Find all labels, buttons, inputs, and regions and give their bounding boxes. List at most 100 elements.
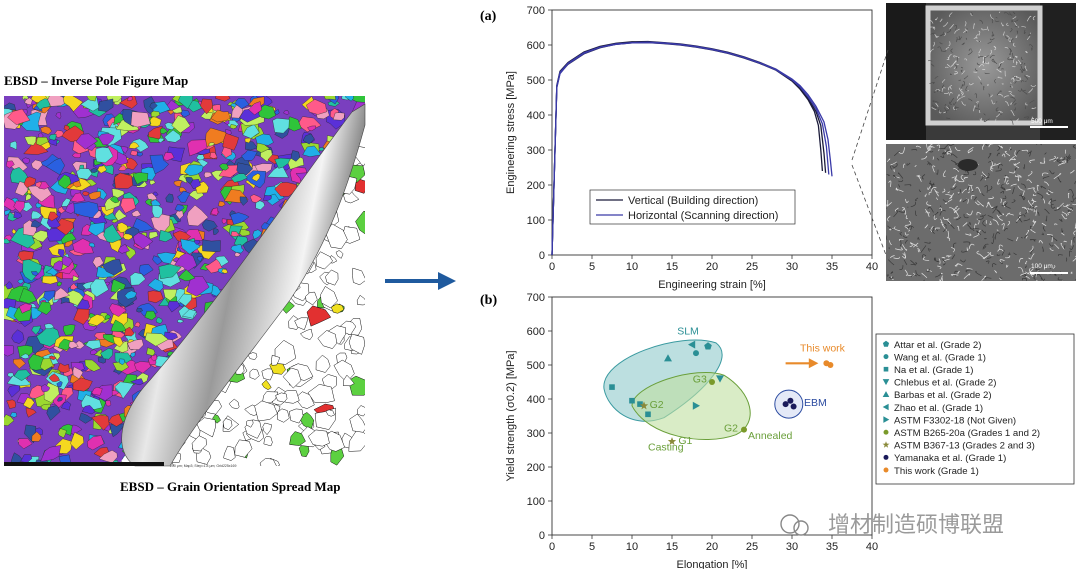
chart-a-y-tick-label: 700 bbox=[527, 5, 545, 17]
chart-a: (a) 0 5 10 15 20 25 30 35 4001002003004005006007… bbox=[480, 5, 878, 291]
chart-a-x-tick-label: 30 bbox=[786, 261, 798, 273]
chart-b-x-tick-label: 5 bbox=[589, 541, 595, 553]
watermark-text: 增材制造硕博联盟 bbox=[828, 513, 1004, 538]
chart-b-x-tick-label: 25 bbox=[746, 541, 758, 553]
casting-label: Casting bbox=[648, 442, 684, 454]
sem-bottom-image bbox=[886, 144, 1076, 281]
this-work-label: This work bbox=[800, 342, 846, 354]
g2-right-label: G2 bbox=[724, 422, 738, 434]
legend-b-label-11: This work (Grade 1) bbox=[894, 466, 979, 477]
chart-b-y-axis-label: Yield strength (σ0.2) [MPa] bbox=[505, 350, 517, 481]
chart-b-point-11 bbox=[827, 362, 834, 368]
g3-label: G3 bbox=[693, 374, 707, 386]
legend-b-marker-7 bbox=[883, 416, 890, 423]
chart-b-point-3 bbox=[609, 384, 615, 390]
chart-b-x-tick-label: 40 bbox=[866, 541, 878, 553]
chart-b-point-6 bbox=[688, 340, 696, 349]
zoom-guide-bottom bbox=[851, 164, 887, 256]
chart-b-x-tick-label: 15 bbox=[666, 541, 678, 553]
ebsd-scale-bar bbox=[4, 462, 164, 466]
chart-a-y-tick-label: 200 bbox=[527, 180, 545, 192]
zoom-guide-top bbox=[851, 49, 889, 161]
chart-b-y-tick-label: 400 bbox=[527, 394, 545, 406]
chart-a-x-tick-label: 40 bbox=[866, 261, 878, 273]
chart-b-point-7 bbox=[692, 401, 700, 410]
flow-arrow bbox=[385, 272, 456, 290]
chart-b-x-tick-label: 30 bbox=[786, 541, 798, 553]
sem-micrographs: 500 μm 100 μm bbox=[851, 3, 1076, 281]
chart-a-x-axis-label: Engineering strain [%] bbox=[658, 279, 766, 291]
chart-a-x-tick-label: 0 bbox=[549, 261, 555, 273]
chart-b-point-3 bbox=[629, 397, 635, 404]
sem-bottom-scale-bar bbox=[1030, 272, 1068, 274]
chart-b-point-2 bbox=[693, 350, 699, 357]
chart-a-series-line-4 bbox=[551, 41, 830, 256]
chart-a-y-tick-label: 500 bbox=[527, 75, 545, 87]
sem-top-image bbox=[886, 3, 1076, 140]
legend-b-label-6: Zhao et al. (Grade 1) bbox=[894, 403, 983, 414]
chart-b-point-10 bbox=[790, 403, 797, 410]
chart-b-point-8 bbox=[709, 379, 715, 385]
chart-a-legend: Vertical (Building direction) Horizontal … bbox=[589, 189, 796, 225]
legend-b-marker-8 bbox=[883, 429, 889, 435]
sem-top-scale-bar bbox=[1030, 126, 1068, 128]
legend-b-label-10: Yamanaka et al. (Grade 1) bbox=[894, 453, 1006, 464]
chart-a-y-axis-label: Engineering stress [MPa] bbox=[505, 71, 517, 194]
ebm-label: EBM bbox=[804, 397, 827, 409]
chart-b-point-5 bbox=[664, 354, 672, 362]
chart-b-point-9 bbox=[667, 437, 677, 446]
chart-b-y-tick-label: 200 bbox=[527, 462, 545, 474]
legend-b-marker-9 bbox=[882, 441, 890, 448]
ebsd-ipf-label: EBSD – Inverse Pole Figure Map bbox=[4, 73, 188, 88]
legend-b-marker-1 bbox=[882, 340, 890, 347]
legend-b-marker-6 bbox=[882, 403, 889, 411]
chart-b-point-4 bbox=[716, 375, 724, 383]
ebsd-gos-label: EBSD – Grain Orientation Spread Map bbox=[120, 479, 340, 494]
legend-b-label-4: Chlebus et al. (Grade 2) bbox=[894, 378, 996, 389]
chart-b-point-3 bbox=[645, 411, 651, 418]
chart-b-y-tick-label: 500 bbox=[527, 360, 545, 372]
chart-b-y-tick-label: 300 bbox=[527, 428, 545, 440]
annealed-label: Annealed bbox=[748, 430, 793, 442]
chart-b-y-tick-label: 600 bbox=[527, 326, 545, 338]
sem-bottom-scale: 100 μm bbox=[1031, 263, 1053, 270]
panel-a-label: (a) bbox=[480, 9, 497, 24]
legend-b-label-5: Barbas et al. (Grade 2) bbox=[894, 390, 992, 401]
legend-b-label-8: ASTM B265-20a (Grades 1 and 2) bbox=[894, 428, 1040, 439]
chart-b-point-8 bbox=[741, 426, 747, 433]
chart-a-y-tick-label: 100 bbox=[527, 215, 545, 227]
legend-b-marker-10 bbox=[883, 454, 889, 460]
legend-b-label-1: Attar et al. (Grade 2) bbox=[894, 340, 981, 351]
chart-b-point-1 bbox=[704, 342, 712, 350]
legend-b-label-2: Wang et al. (Grade 1) bbox=[894, 352, 986, 363]
annealed-region bbox=[631, 371, 751, 441]
chart-b-point-3 bbox=[637, 401, 643, 407]
legend-b-marker-11 bbox=[883, 467, 889, 473]
chart-b-point-10 bbox=[782, 401, 789, 408]
ebsd-panel: EBSD – Inverse Pole Figure Map 200 μm; M… bbox=[4, 73, 366, 494]
legend-b-marker-2 bbox=[883, 354, 889, 360]
chart-a-x-tick-label: 10 bbox=[626, 261, 638, 273]
chart-b-x-tick-label: 20 bbox=[706, 541, 718, 553]
chart-b-x-tick-label: 35 bbox=[826, 541, 838, 553]
slm-label: SLM bbox=[677, 325, 699, 337]
legend-b-marker-5 bbox=[882, 391, 890, 398]
chart-b-point-10 bbox=[787, 397, 794, 404]
chart-b-y-tick-label: 700 bbox=[527, 292, 545, 304]
chart-a-legend-label: Horizontal (Scanning direction) bbox=[628, 210, 778, 222]
chart-a-y-tick-label: 300 bbox=[527, 145, 545, 157]
chart-a-x-tick-label: 25 bbox=[746, 261, 758, 273]
chart-b-x-tick-label: 0 bbox=[549, 541, 555, 553]
legend-b-label-3: Na et al. (Grade 1) bbox=[894, 365, 973, 376]
chart-a-x-tick-label: 5 bbox=[589, 261, 595, 273]
watermark: 增材制造硕博联盟 bbox=[780, 513, 1004, 538]
chart-b-x-tick-label: 10 bbox=[626, 541, 638, 553]
chart-a-y-tick-label: 400 bbox=[527, 110, 545, 122]
sem-top-scale: 500 μm bbox=[1031, 118, 1053, 125]
legend-b-label-7: ASTM F3302-18 (Not Given) bbox=[894, 415, 1016, 426]
ebm-region bbox=[774, 389, 804, 419]
chart-b-y-tick-label: 0 bbox=[539, 530, 545, 542]
chart-a-legend-label: Vertical (Building direction) bbox=[628, 195, 758, 207]
chart-b-x-axis-label: Elongation [%] bbox=[677, 559, 748, 569]
